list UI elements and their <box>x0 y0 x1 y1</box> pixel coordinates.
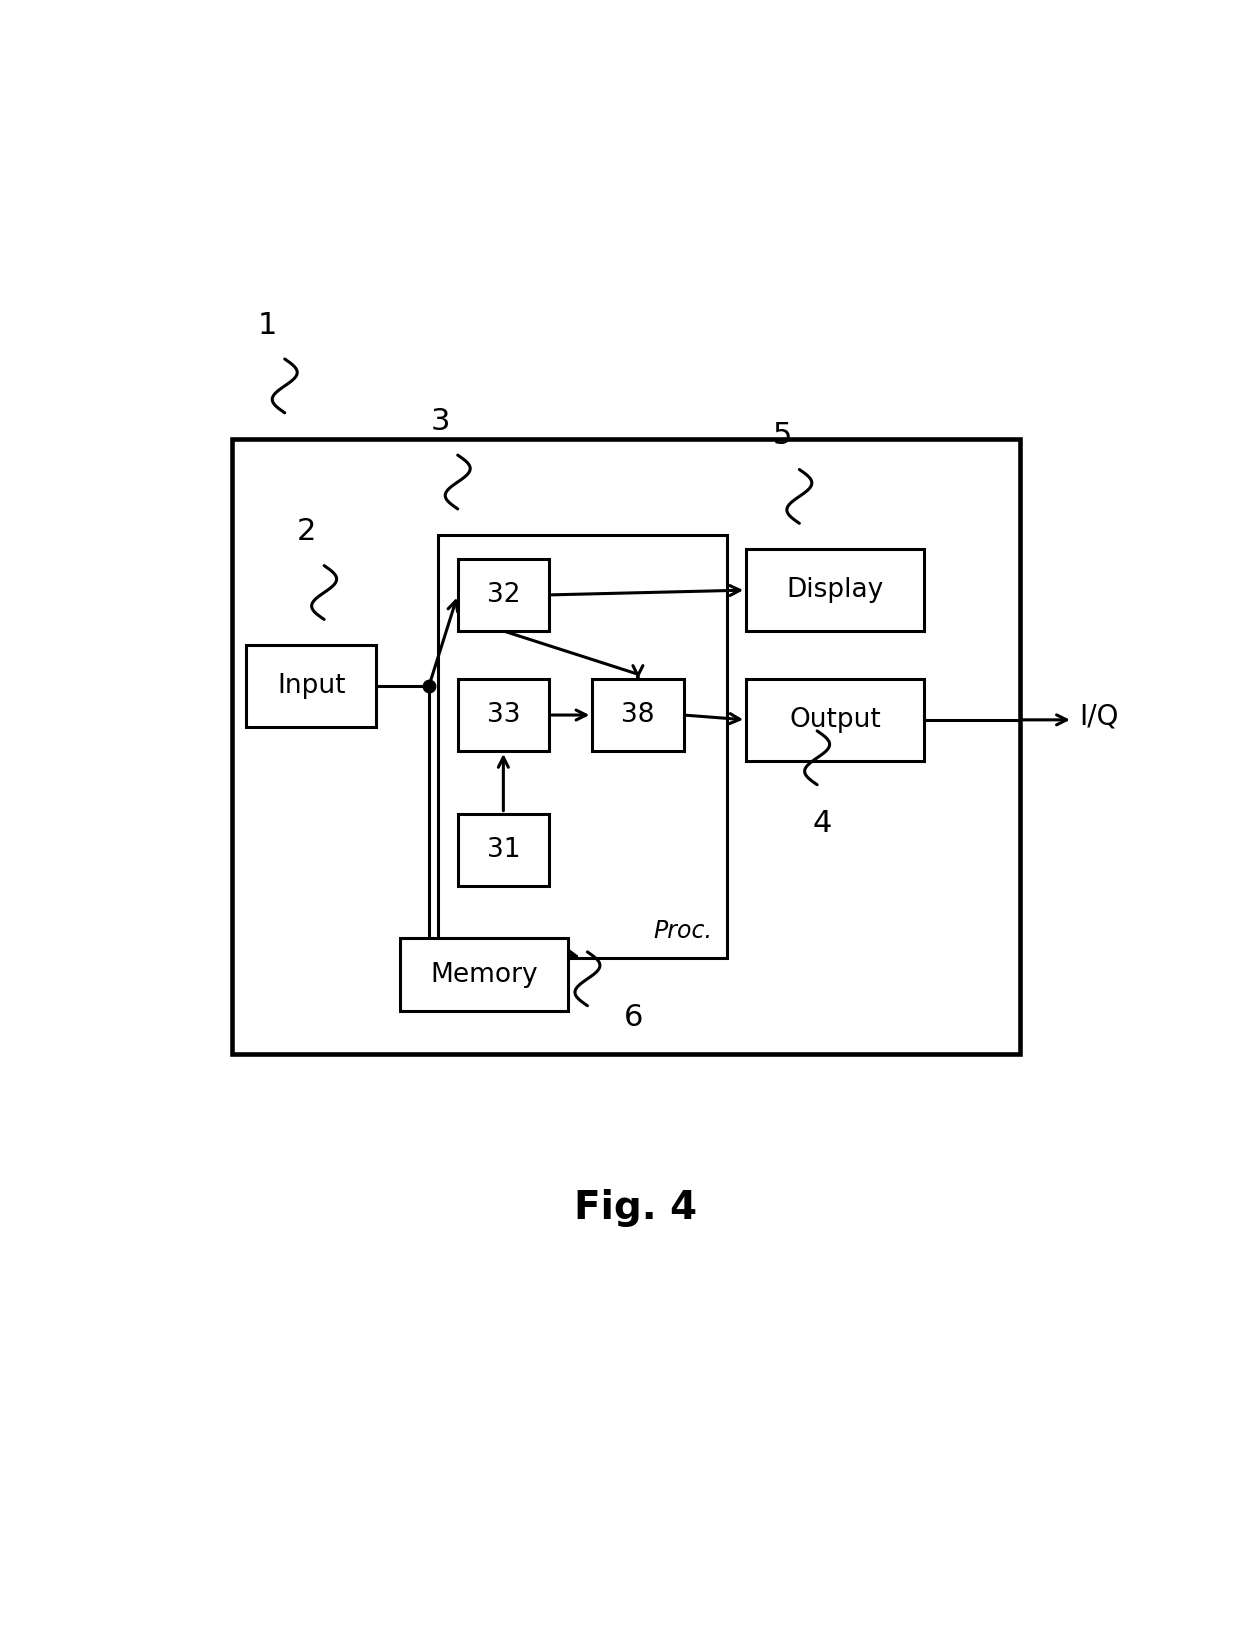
Text: 2: 2 <box>298 517 316 546</box>
FancyBboxPatch shape <box>746 549 924 631</box>
FancyBboxPatch shape <box>458 813 549 885</box>
Text: Display: Display <box>786 577 884 603</box>
FancyBboxPatch shape <box>247 645 376 727</box>
Text: 32: 32 <box>486 582 520 608</box>
Text: Fig. 4: Fig. 4 <box>574 1188 697 1226</box>
FancyBboxPatch shape <box>593 680 683 751</box>
FancyBboxPatch shape <box>746 680 924 761</box>
Text: 4: 4 <box>812 808 832 838</box>
Text: 6: 6 <box>624 1002 644 1032</box>
FancyBboxPatch shape <box>439 535 727 958</box>
Text: Input: Input <box>277 673 346 699</box>
Text: Memory: Memory <box>430 962 538 988</box>
FancyBboxPatch shape <box>458 559 549 631</box>
Text: Proc.: Proc. <box>653 919 712 944</box>
Text: 1: 1 <box>258 311 277 339</box>
Text: I/Q: I/Q <box>1080 703 1118 730</box>
Text: Output: Output <box>789 707 880 734</box>
FancyBboxPatch shape <box>232 438 1019 1053</box>
Text: 33: 33 <box>486 703 520 729</box>
FancyBboxPatch shape <box>401 939 568 1011</box>
Text: 38: 38 <box>621 703 655 729</box>
Text: 5: 5 <box>773 421 791 450</box>
FancyBboxPatch shape <box>458 680 549 751</box>
Text: 31: 31 <box>486 836 520 862</box>
Text: 3: 3 <box>430 408 450 435</box>
